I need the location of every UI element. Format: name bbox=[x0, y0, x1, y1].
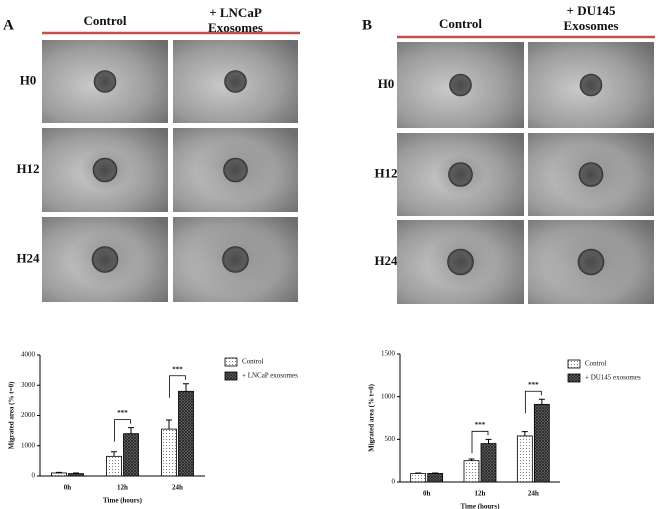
bar bbox=[410, 473, 427, 483]
spheroid bbox=[91, 246, 119, 273]
significance-bracket bbox=[471, 430, 489, 454]
error-bar bbox=[521, 431, 528, 436]
x-tick-label: 24h bbox=[528, 490, 539, 498]
error-bar bbox=[485, 438, 492, 444]
row-label: H12 bbox=[16, 161, 39, 176]
significance-label: *** bbox=[172, 365, 183, 373]
y-tick-label: 1500 bbox=[381, 350, 396, 358]
significance-label: *** bbox=[528, 381, 539, 389]
x-axis-label: Time (hours) bbox=[103, 497, 143, 505]
panel-label: B bbox=[362, 17, 372, 33]
y-axis-label: Migrated area (% t=0) bbox=[8, 381, 16, 449]
bar bbox=[178, 390, 194, 477]
panel-label: A bbox=[3, 17, 14, 33]
column-header: Exosomes bbox=[208, 20, 263, 35]
legend-label: + DU145 exosomes bbox=[585, 374, 641, 382]
error-bar bbox=[128, 427, 134, 434]
x-tick-label: 0h bbox=[423, 490, 431, 498]
significance-label: *** bbox=[117, 409, 128, 417]
error-bar bbox=[73, 472, 79, 474]
y-tick-label: 4000 bbox=[21, 351, 36, 359]
row-label: H0 bbox=[20, 72, 37, 87]
significance-bracket bbox=[114, 419, 131, 442]
significance-label: *** bbox=[475, 421, 486, 429]
x-tick-label: 24h bbox=[172, 484, 183, 492]
bar bbox=[123, 433, 139, 477]
x-tick-label: 12h bbox=[117, 484, 128, 492]
y-tick-label: 1000 bbox=[381, 392, 396, 400]
spheroid bbox=[448, 162, 473, 187]
spheroid bbox=[92, 157, 118, 183]
bar bbox=[533, 403, 550, 483]
x-axis-label: Time (hours) bbox=[461, 503, 501, 509]
significance-bracket bbox=[524, 390, 542, 414]
y-tick-label: 0 bbox=[32, 472, 36, 480]
column-header: Exosomes bbox=[564, 18, 619, 33]
spheroid bbox=[579, 73, 603, 97]
y-tick-label: 1000 bbox=[21, 441, 36, 449]
spheroid bbox=[447, 248, 474, 276]
spheroid bbox=[578, 162, 604, 187]
bar bbox=[106, 455, 122, 477]
legend-swatch bbox=[567, 359, 581, 369]
bar bbox=[516, 435, 533, 483]
spheroid bbox=[224, 70, 247, 93]
column-header: + LNCaP bbox=[209, 5, 262, 20]
spheroid bbox=[93, 70, 117, 93]
error-bar bbox=[166, 419, 172, 430]
column-header: + DU145 bbox=[567, 3, 616, 18]
significance-bracket bbox=[169, 375, 186, 398]
legend-label: Control bbox=[242, 358, 263, 366]
spheroid bbox=[449, 73, 472, 97]
row-label: H0 bbox=[378, 76, 395, 91]
legend-label: + LNCaP exosomes bbox=[242, 372, 298, 380]
error-bar bbox=[538, 398, 545, 405]
error-bar bbox=[111, 451, 117, 457]
legend-swatch bbox=[224, 357, 238, 367]
y-axis-label: Migrated area (% t=0) bbox=[368, 383, 376, 451]
legend-swatch bbox=[567, 373, 581, 383]
legend-swatch bbox=[224, 371, 238, 381]
error-bar bbox=[183, 383, 189, 392]
error-bar bbox=[56, 471, 62, 473]
bar bbox=[51, 472, 67, 477]
x-tick-label: 12h bbox=[475, 490, 486, 498]
spheroid bbox=[223, 157, 248, 183]
bar bbox=[480, 443, 497, 483]
x-tick-label: 0h bbox=[64, 484, 72, 492]
y-tick-label: 500 bbox=[385, 435, 396, 443]
error-bar bbox=[468, 458, 475, 461]
row-label: H24 bbox=[374, 253, 398, 268]
bar bbox=[68, 473, 84, 477]
y-tick-label: 2000 bbox=[21, 411, 36, 419]
legend-label: Control bbox=[585, 360, 606, 368]
bar bbox=[161, 428, 177, 477]
bar bbox=[463, 460, 480, 483]
spheroid bbox=[577, 248, 605, 276]
column-header: Control bbox=[439, 16, 482, 31]
row-label: H12 bbox=[374, 165, 397, 180]
y-tick-label: 0 bbox=[392, 478, 396, 486]
column-header: Control bbox=[83, 13, 126, 28]
row-label: H24 bbox=[16, 250, 40, 265]
spheroid bbox=[222, 246, 249, 273]
bar bbox=[427, 473, 444, 483]
y-tick-label: 3000 bbox=[21, 381, 36, 389]
